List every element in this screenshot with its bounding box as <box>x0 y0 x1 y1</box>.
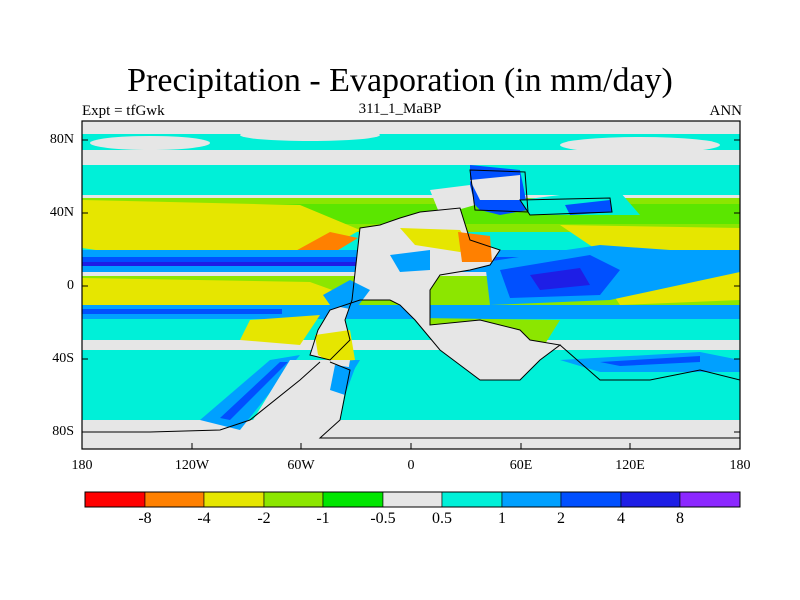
lat-label-40n: 40N <box>49 205 74 220</box>
colorbar-label: 0.5 <box>432 510 452 527</box>
colorbar-label: 1 <box>498 510 506 527</box>
colorbar-label: 4 <box>617 510 625 527</box>
lon-ticks <box>191 443 631 449</box>
map-field <box>82 121 740 449</box>
lat-ticks <box>82 139 740 433</box>
colorbar-box <box>620 491 681 508</box>
colorbar <box>84 491 741 508</box>
lat-label-80n: 80N <box>49 132 74 147</box>
lat-label-40s: 40S <box>52 351 74 366</box>
lon-label-180e: 180 <box>729 458 751 473</box>
colorbar-box <box>203 491 265 508</box>
colorbar-label: -2 <box>257 510 271 527</box>
lat-label-80s: 80S <box>52 424 74 439</box>
season-label: ANN <box>709 103 743 119</box>
colorbar-label: 2 <box>557 510 565 527</box>
lon-label-120w: 120W <box>174 458 210 473</box>
lon-label-180w: 180 <box>71 458 93 473</box>
colorbar-box <box>84 491 146 508</box>
colorbar-box <box>322 491 384 508</box>
colorbar-box <box>560 491 622 508</box>
experiment-label: Expt = tfGwk <box>82 103 165 119</box>
colorbar-box <box>144 491 205 508</box>
colorbar-label: -4 <box>197 510 211 527</box>
lon-label-60e: 60E <box>509 458 533 473</box>
lat-label-eq: 0 <box>67 278 74 293</box>
colorbar-box <box>441 491 503 508</box>
colorbar-box <box>263 491 324 508</box>
colorbar-label: -1 <box>316 510 330 527</box>
colorbar-box <box>382 491 443 508</box>
colorbar-box <box>679 491 741 508</box>
plot-title: Precipitation - Evaporation (in mm/day) <box>127 62 673 99</box>
colorbar-box <box>501 491 562 508</box>
colorbar-label: 8 <box>676 510 684 527</box>
lon-label-60w: 60W <box>287 458 315 473</box>
lon-label-120e: 120E <box>615 458 645 473</box>
colorbar-label: -8 <box>138 510 152 527</box>
lon-label-0: 0 <box>407 458 415 473</box>
colorbar-label: -0.5 <box>370 510 396 527</box>
time-slice-label: 311_1_MaBP <box>358 101 442 117</box>
